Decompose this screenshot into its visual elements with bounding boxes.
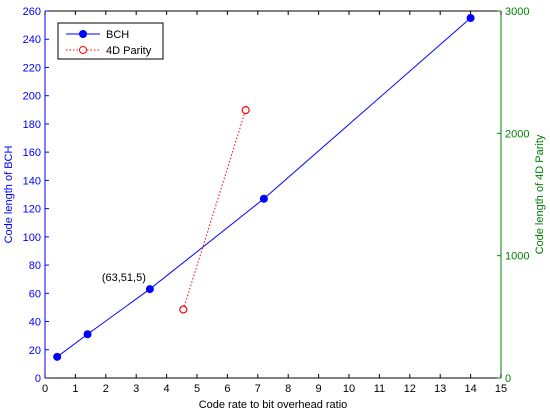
- x-tick-label: 10: [343, 383, 355, 395]
- annotation-label: (63,51,5): [102, 272, 146, 284]
- left-y-tick-label: 20: [29, 345, 41, 357]
- left-y-tick-label: 180: [23, 119, 41, 131]
- series-0-point: [259, 194, 268, 203]
- left-y-tick-label: 80: [29, 260, 41, 272]
- x-tick-label: 14: [464, 383, 476, 395]
- x-tick-label: 11: [374, 383, 385, 395]
- left-y-tick-label: 60: [29, 288, 41, 300]
- x-tick-label: 6: [224, 383, 230, 395]
- left-y-tick-label: 120: [23, 204, 41, 216]
- left-y-tick-label: 260: [23, 6, 41, 18]
- left-y-tick-label: 40: [29, 317, 41, 329]
- x-tick-label: 7: [255, 383, 261, 395]
- x-tick-label: 1: [72, 383, 78, 395]
- x-tick-label: 4: [164, 383, 170, 395]
- x-tick-label: 2: [103, 383, 109, 395]
- left-y-tick-label: 100: [23, 232, 41, 244]
- left-y-tick-label: 0: [35, 373, 41, 385]
- legend-box: [57, 22, 164, 60]
- annotation-layer: (63,51,5): [102, 272, 146, 284]
- legend: BCH 4D Parity: [57, 22, 164, 60]
- right-y-axis-label: Code length of 4D Parity: [534, 134, 546, 254]
- left-y-axis-label: Code length of BCH: [3, 146, 15, 244]
- right-y-tick-label: 0: [505, 373, 511, 385]
- x-tick-label: 5: [194, 383, 200, 395]
- x-axis-label: Code rate to bit overhead ratio: [199, 399, 348, 411]
- series-0-point: [83, 330, 92, 339]
- x-tick-label: 15: [495, 383, 507, 395]
- series-0-point: [145, 285, 154, 294]
- x-tick-label: 13: [434, 383, 446, 395]
- series-0-point: [466, 14, 475, 23]
- series-layer: [53, 14, 475, 361]
- legend-marker-4d-parity: [79, 46, 87, 54]
- left-y-tick-label: 220: [23, 62, 41, 74]
- axes-layer: 0 1 2 3 4 5 6 7 8 9 10 11 12 13 14 15020406080100120140…: [23, 6, 530, 395]
- legend-label-bch: BCH: [106, 29, 129, 41]
- left-y-tick-label: 140: [23, 175, 41, 187]
- left-y-tick-label: 160: [23, 147, 41, 159]
- x-tick-label: 12: [404, 383, 416, 395]
- right-y-tick-label: 1000: [505, 251, 529, 263]
- x-tick-label: 9: [316, 383, 322, 395]
- x-tick-label: 3: [133, 383, 139, 395]
- left-y-tick-label: 240: [23, 34, 41, 46]
- series-line-0: [56, 17, 471, 358]
- right-y-tick-label: 2000: [505, 128, 529, 140]
- series-0-point: [53, 352, 62, 361]
- right-y-tick-label: 3000: [505, 6, 529, 18]
- x-tick-label: 8: [285, 383, 291, 395]
- left-y-tick-label: 200: [23, 91, 41, 103]
- series-1-point: [241, 105, 250, 115]
- legend-label-4d-parity: 4D Parity: [106, 45, 152, 57]
- series-1-point: [179, 305, 188, 314]
- legend-marker-bch: [79, 30, 87, 38]
- series-line-1: [182, 109, 247, 310]
- x-tick-label: 0: [42, 383, 48, 395]
